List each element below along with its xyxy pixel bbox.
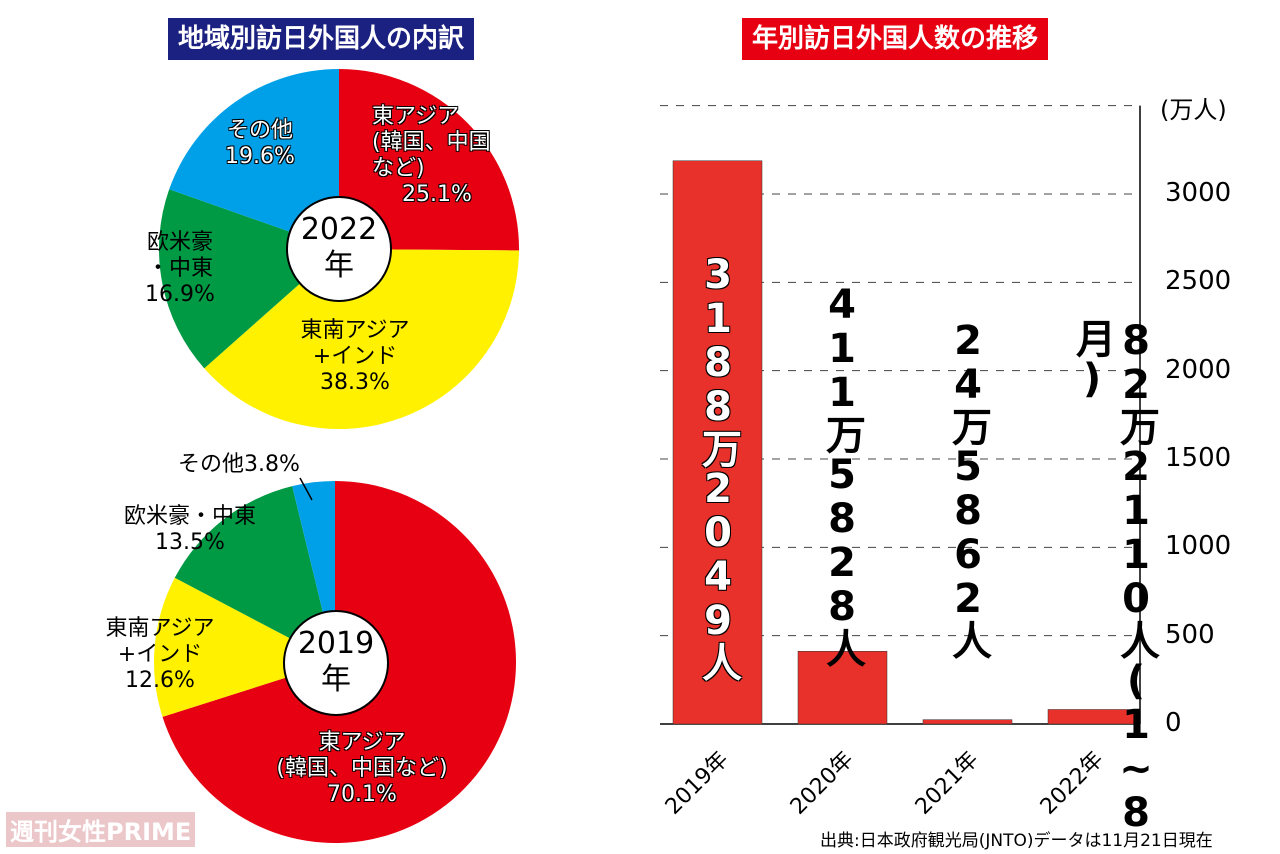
bar-data-label-2019: 3188万2049人 <box>695 252 741 680</box>
pie2022-center-label: 2022 年 <box>286 196 392 302</box>
leader-line <box>299 477 313 501</box>
pie-slice <box>174 486 335 662</box>
bar-data-label-2022: 82万2110人(1~8月) <box>1069 318 1159 834</box>
pie2022-label-other: その他 19.6% <box>225 118 295 169</box>
pie-chart-title: 地域別訪日外国人の内訳 <box>168 18 475 60</box>
bar-2019年 <box>672 160 763 725</box>
bar-2022年 <box>1047 709 1138 725</box>
y-tick-label: 0 <box>1165 708 1182 738</box>
pie-slice <box>154 577 335 717</box>
pie-slice <box>169 69 339 249</box>
y-tick-label: 1500 <box>1165 443 1232 473</box>
pie2019-label-europe: 欧米豪・中東 13.5% <box>123 504 256 555</box>
y-tick-label: 2500 <box>1165 266 1232 297</box>
pie2022-label-east-asia: 東アジア (韓国、中国 など) 25.1% <box>372 104 491 207</box>
y-tick-label: 2000 <box>1165 354 1232 385</box>
pie2022-label-southeast-asia: 東南アジア +インド 38.3% <box>300 318 410 395</box>
bar-chart-title: 年別訪日外国人数の推移 <box>742 18 1049 60</box>
bar-2021年 <box>922 719 1013 725</box>
pie-slice <box>204 249 519 429</box>
pie2019-center-label: 2019 年 <box>283 610 389 716</box>
source-note: 出典:日本政府観光局(JNTO)データは11月21日現在 <box>820 831 1213 851</box>
y-tick-label: 500 <box>1165 619 1215 650</box>
bar-2020年 <box>797 651 888 725</box>
pie-slice <box>339 69 519 251</box>
y-axis-unit: (万人) <box>1160 96 1227 124</box>
bar-data-label-2021: 24万5862人 <box>945 318 991 658</box>
pie2019-label-other: その他3.8% <box>178 452 300 477</box>
bar-data-label-2020: 411万5828人 <box>819 282 865 666</box>
y-tick-label: 1000 <box>1165 531 1232 562</box>
pie2019-label-southeast-asia: 東南アジア +インド 12.6% <box>105 616 215 693</box>
y-tick-label: 3000 <box>1165 178 1232 208</box>
watermark-logo: 週刊女性PRIME <box>6 812 196 847</box>
pie2019-label-east-asia: 東アジア (韓国、中国など) 70.1% <box>276 730 448 807</box>
pie2022-label-europe: 欧米豪 ・中東 16.9% <box>145 230 215 307</box>
